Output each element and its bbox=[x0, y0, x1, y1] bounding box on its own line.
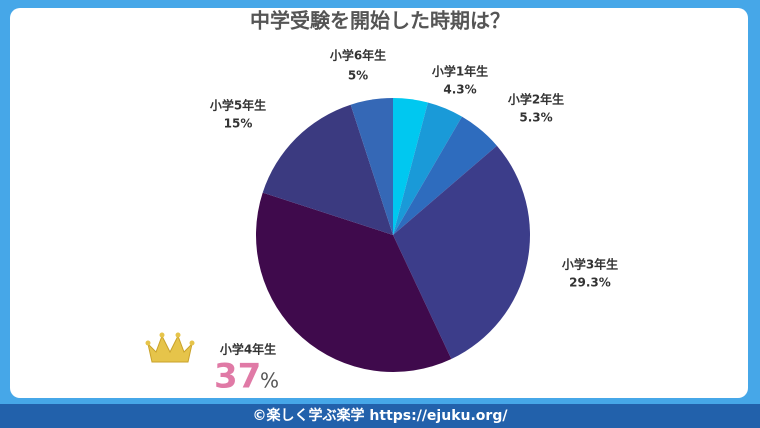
value-label: 29.3% bbox=[569, 276, 611, 290]
pie-slice bbox=[393, 98, 428, 235]
slice-label: 小学2年生 bbox=[508, 92, 564, 107]
footer-bar bbox=[0, 404, 760, 428]
slice-label: 小学6年生 bbox=[330, 48, 386, 63]
highlight-unit: % bbox=[260, 369, 279, 393]
value-label: 5.3% bbox=[519, 111, 552, 125]
pie-slice bbox=[393, 145, 530, 359]
slice-label: 小学4年生 bbox=[220, 342, 276, 357]
pie-slice bbox=[262, 104, 393, 235]
pie-slice bbox=[256, 192, 452, 372]
pie-slice bbox=[393, 116, 497, 235]
highlight-value: 37 bbox=[214, 357, 261, 397]
slice-label: 小学3年生 bbox=[562, 257, 618, 272]
pie-slice bbox=[393, 102, 462, 235]
value-label: 5% bbox=[348, 69, 368, 83]
slice-label: 小学1年生 bbox=[432, 64, 488, 79]
chart-title: 中学受験を開始した時期は？ bbox=[250, 9, 510, 33]
crown-icon bbox=[145, 332, 195, 363]
value-label: 15% bbox=[224, 117, 253, 131]
footer-text: ©楽しく学ぶ楽学 https://ejuku.org/ bbox=[253, 407, 509, 424]
pie-slice bbox=[350, 98, 393, 235]
slice-label: 小学5年生 bbox=[210, 98, 266, 113]
value-label: 4.3% bbox=[443, 83, 476, 97]
